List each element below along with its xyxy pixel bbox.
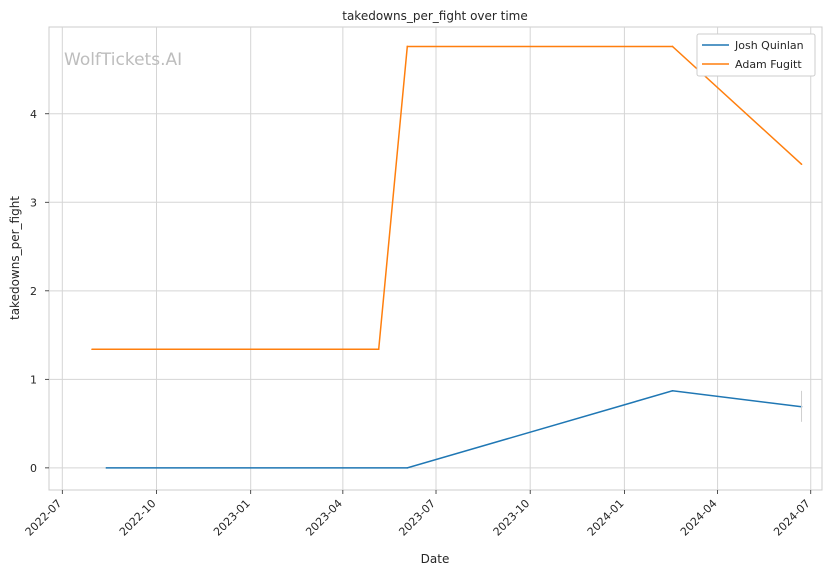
x-tick-label: 2024-01 [585,497,627,539]
y-tick-label: 2 [30,285,37,298]
plot-area [48,26,823,491]
y-tick-label: 1 [30,373,37,386]
y-axis-ticks: 0 1 2 3 4 [30,108,49,475]
watermark: WolfTickets.AI [64,50,182,70]
x-tick-label: 2023-04 [303,497,345,539]
x-axis-label: Date [421,552,450,566]
data-point [671,45,674,48]
y-axis-label: takedowns_per_fight [8,196,22,320]
x-axis-ticks: 2022-07 2022-10 2023-01 2023-04 2023-07 2023-… [23,490,813,539]
x-tick-label: 2024-04 [678,497,720,539]
data-point [406,467,409,469]
data-point [800,163,803,166]
legend-label: Adam Fugitt [735,58,802,71]
legend: Josh Quinlan Adam Fugitt [696,33,816,77]
data-point [377,348,380,351]
chart-title: takedowns_per_fight over time [342,9,528,23]
data-point [105,467,108,469]
data-point [406,45,409,48]
x-tick-label: 2022-10 [117,497,159,539]
legend-label: Josh Quinlan [734,39,804,52]
y-tick-label: 0 [30,462,37,475]
series-lines [91,45,803,469]
grid [49,27,822,490]
y-tick-label: 4 [30,108,37,121]
y-tick-label: 3 [30,196,37,209]
data-point [671,390,674,392]
series-line-0 [106,390,802,469]
x-tick-label: 2022-07 [23,497,65,539]
x-tick-label: 2023-01 [211,497,253,539]
data-point [91,348,93,351]
x-tick-label: 2023-10 [491,497,533,539]
x-tick-label: 2024-07 [771,497,813,539]
x-tick-label: 2023-07 [396,497,438,539]
